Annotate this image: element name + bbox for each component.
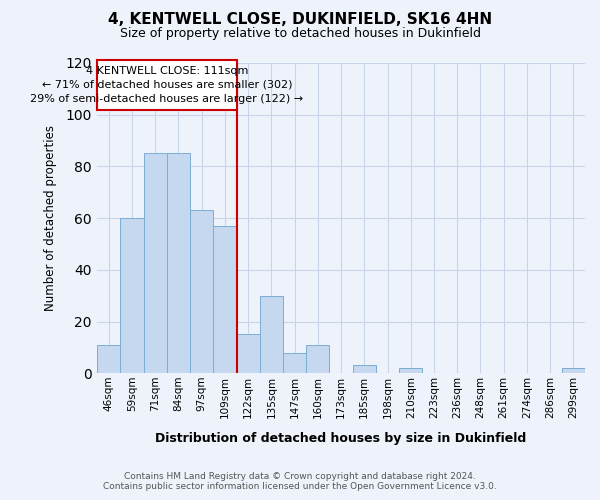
Text: Size of property relative to detached houses in Dukinfield: Size of property relative to detached ho… [119,28,481,40]
Text: 4, KENTWELL CLOSE, DUKINFIELD, SK16 4HN: 4, KENTWELL CLOSE, DUKINFIELD, SK16 4HN [108,12,492,28]
Bar [306,345,329,373]
FancyBboxPatch shape [97,60,236,110]
Bar [562,368,585,373]
Bar [121,218,143,373]
Bar [97,345,121,373]
Y-axis label: Number of detached properties: Number of detached properties [44,125,57,311]
Text: 4 KENTWELL CLOSE: 111sqm
← 71% of detached houses are smaller (302)
29% of semi-: 4 KENTWELL CLOSE: 111sqm ← 71% of detach… [30,66,304,104]
Bar [236,334,260,373]
Bar [353,366,376,373]
Bar [190,210,213,373]
Bar [213,226,236,373]
Bar [143,154,167,373]
X-axis label: Distribution of detached houses by size in Dukinfield: Distribution of detached houses by size … [155,432,527,445]
Bar [283,352,306,373]
Text: Contains HM Land Registry data © Crown copyright and database right 2024.
Contai: Contains HM Land Registry data © Crown c… [103,472,497,491]
Bar [260,296,283,373]
Bar [167,154,190,373]
Bar [399,368,422,373]
